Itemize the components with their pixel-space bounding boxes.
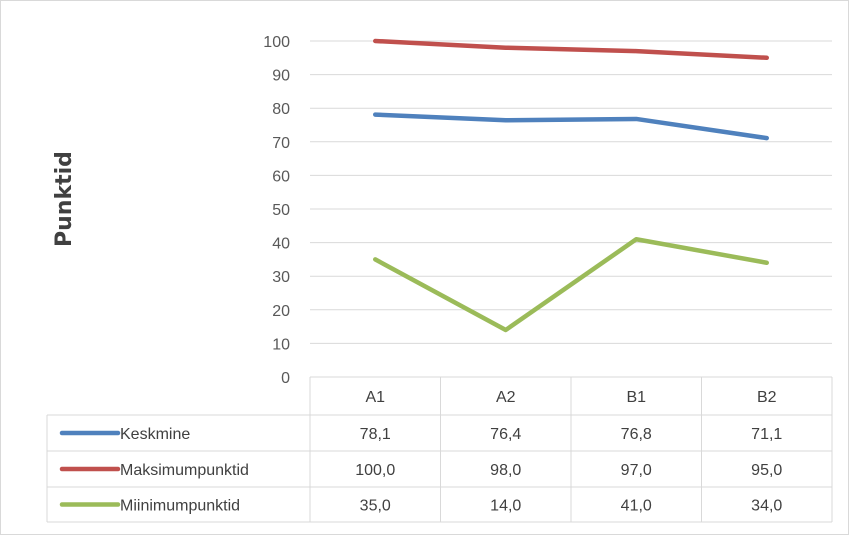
data-label: 41,0 — [621, 498, 652, 515]
x-tick-label: A1 — [365, 389, 385, 406]
data-table: A1 A2 B1 B2 Keskmine 78,1 76,4 76,8 71,1 Maksimum… — [46, 376, 833, 523]
data-label: 76,4 — [490, 426, 521, 443]
data-label: 35,0 — [360, 498, 391, 515]
gridlines — [310, 40, 832, 344]
y-tick-label: 70 — [272, 135, 290, 152]
y-tick-label: 10 — [272, 336, 290, 353]
series-line — [373, 112, 769, 141]
series-line — [373, 38, 769, 61]
x-tick-label: B2 — [757, 389, 777, 406]
data-label: 76,8 — [621, 426, 652, 443]
y-tick-label: 100 — [263, 34, 290, 51]
legend-label: Miinimumpunktid — [120, 498, 240, 515]
legend-label: Keskmine — [120, 426, 190, 443]
data-label: 14,0 — [490, 498, 521, 515]
y-tick-label: 0 — [281, 370, 290, 387]
data-label: 98,0 — [490, 462, 521, 479]
y-tick-label: 40 — [272, 236, 290, 253]
y-tick-labels: 0 10 20 30 40 50 60 70 80 90 100 — [263, 34, 290, 387]
data-label: 95,0 — [751, 462, 782, 479]
data-label: 34,0 — [751, 498, 782, 515]
series-lines — [373, 38, 769, 333]
y-tick-label: 60 — [272, 168, 290, 185]
y-tick-label: 20 — [272, 303, 290, 320]
data-label: 97,0 — [621, 462, 652, 479]
y-tick-label: 90 — [272, 68, 290, 85]
x-tick-label: B1 — [626, 389, 646, 406]
data-label: 100,0 — [355, 462, 395, 479]
data-label: 71,1 — [751, 426, 782, 443]
y-tick-label: 80 — [272, 101, 290, 118]
y-tick-label: 30 — [272, 269, 290, 286]
series-line — [373, 236, 769, 333]
y-tick-label: 50 — [272, 202, 290, 219]
x-tick-label: A2 — [496, 389, 516, 406]
data-label: 78,1 — [360, 426, 391, 443]
legend-label: Maksimumpunktid — [120, 462, 249, 479]
